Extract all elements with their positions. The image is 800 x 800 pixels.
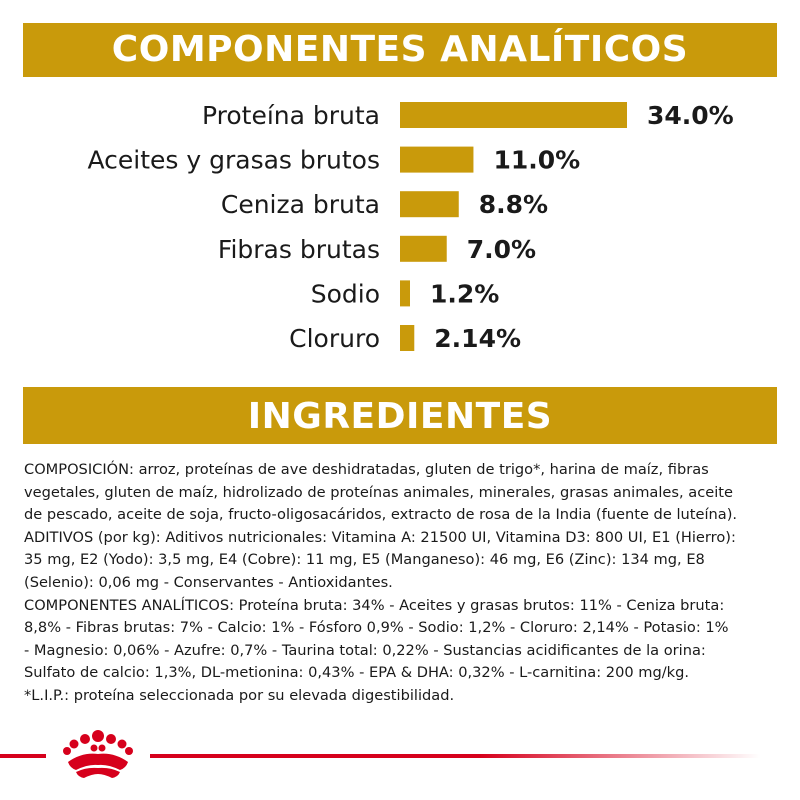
value-label: 2.14% <box>434 324 521 353</box>
ingredients-line: COMPOSICIÓN: arroz, proteínas de ave des… <box>24 461 709 478</box>
ingredients-line: vegetales, gluten de maíz, hidrolizado d… <box>24 483 733 501</box>
category-label: Ceniza bruta <box>221 190 380 219</box>
ingredients-banner: INGREDIENTES <box>23 387 777 444</box>
category-label: Fibras brutas <box>218 235 380 264</box>
brand-logo <box>46 724 150 782</box>
value-label: 1.2% <box>430 279 499 308</box>
bar <box>400 325 415 351</box>
crown-icon <box>63 730 133 778</box>
bar <box>400 146 474 173</box>
value-label: 11.0% <box>493 146 580 175</box>
value-label: 8.8% <box>479 190 548 219</box>
ingredients-line: Sulfato de calcio: 1,3%, DL-metionina: 0… <box>24 664 690 682</box>
ingredients-text: COMPOSICIÓN: arroz, proteínas de ave des… <box>24 459 784 708</box>
footer-red-line <box>0 754 800 758</box>
ingredients-line: COMPONENTES ANALÍTICOS: Proteína bruta: … <box>24 596 725 614</box>
ingredients-line: (Selenio): 0,06 mg - Conservantes - Anti… <box>24 573 393 591</box>
category-label: Sodio <box>311 279 380 308</box>
ingredients-line: 8,8% - Fibras brutas: 7% - Calcio: 1% - … <box>24 619 729 637</box>
analytic-components-title: COMPONENTES ANALÍTICOS <box>111 29 689 70</box>
value-label: 34.0% <box>647 101 734 130</box>
ingredients-line: ADITIVOS (por kg): Aditivos nutricionale… <box>24 528 736 546</box>
bar <box>400 280 410 307</box>
category-label: Aceites y grasas brutos <box>87 146 380 175</box>
bar <box>400 191 459 218</box>
ingredients-line: *L.I.P.: proteína seleccionada por su el… <box>24 686 455 704</box>
analytic-bar-chart: Proteína bruta 34.0% Aceites y grasas brut… <box>87 101 734 353</box>
category-label: Cloruro <box>289 324 380 353</box>
ingredients-line: de pescado, aceite de soja, fructo-oligo… <box>24 506 738 524</box>
footer-band <box>0 749 800 763</box>
bar <box>400 235 447 262</box>
bar <box>400 102 627 128</box>
analytic-components-banner: COMPONENTES ANALÍTICOS <box>23 23 777 77</box>
ingredients-title: INGREDIENTES <box>247 396 553 437</box>
ingredients-line: - Magnesio: 0,06% - Azufre: 0,7% - Tauri… <box>24 641 706 659</box>
ingredients-line: 35 mg, E2 (Yodo): 3,5 mg, E4 (Cobre): 11… <box>24 551 705 569</box>
value-label: 7.0% <box>467 235 536 264</box>
category-label: Proteína bruta <box>202 101 380 130</box>
